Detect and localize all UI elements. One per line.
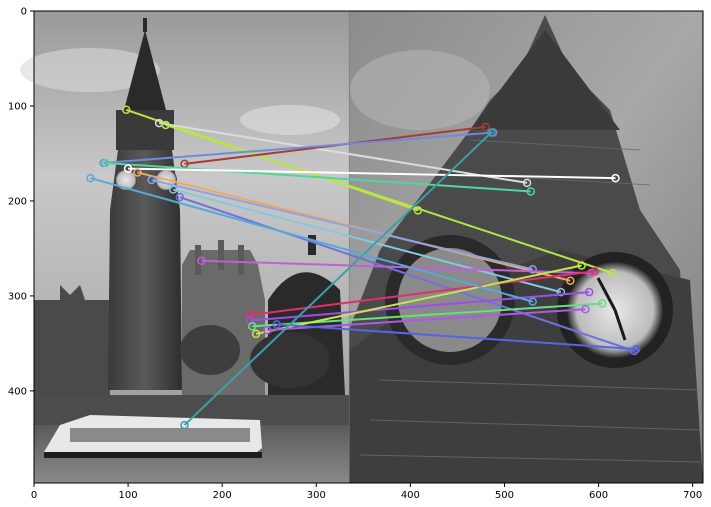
keypoint-right bbox=[526, 187, 536, 196]
keypoint-left bbox=[147, 175, 156, 185]
keypoint-right bbox=[630, 346, 639, 356]
match-2 bbox=[161, 120, 617, 278]
left-image bbox=[20, 11, 349, 483]
axes-frame bbox=[33, 10, 704, 484]
match-line bbox=[90, 177, 533, 303]
keypoint-left bbox=[197, 256, 206, 266]
y-tick-label: 0 bbox=[21, 7, 27, 18]
x-tick-label: 300 bbox=[307, 490, 326, 501]
keypoint-right bbox=[528, 297, 537, 306]
match-line bbox=[250, 291, 590, 322]
match-13 bbox=[246, 287, 594, 325]
match-line bbox=[151, 179, 533, 271]
match-line bbox=[179, 196, 635, 352]
match-line bbox=[183, 131, 492, 426]
match-19 bbox=[86, 173, 537, 306]
keypoint-right bbox=[611, 173, 620, 183]
keypoint-left bbox=[161, 120, 170, 130]
keypoint-left bbox=[123, 164, 133, 173]
keypoint-right bbox=[528, 265, 537, 274]
match-line bbox=[105, 161, 531, 193]
match-5 bbox=[101, 158, 536, 196]
match-line bbox=[201, 259, 592, 275]
right-image bbox=[349, 11, 703, 483]
x-tick-label: 500 bbox=[495, 490, 514, 501]
match-6 bbox=[123, 164, 620, 183]
x-tick-label: 0 bbox=[31, 490, 37, 501]
match-line bbox=[128, 167, 616, 180]
keypoint-right bbox=[556, 287, 566, 297]
keypoint-left bbox=[272, 320, 282, 329]
match-line bbox=[158, 122, 528, 184]
match-10 bbox=[175, 192, 639, 356]
keypoint-left bbox=[246, 316, 255, 325]
keypoint-left bbox=[263, 325, 272, 335]
axis-ticks: 0 100 200 300 400 500 600 700 0 100 200 300 400 bbox=[8, 7, 702, 502]
keypoint-left bbox=[180, 420, 189, 430]
y-tick-label: 400 bbox=[8, 386, 27, 397]
x-tick-label: 200 bbox=[213, 490, 232, 501]
y-tick-label: 100 bbox=[8, 101, 27, 112]
x-tick-label: 400 bbox=[401, 490, 420, 501]
x-tick-label: 100 bbox=[119, 490, 138, 501]
keypoint-left bbox=[133, 168, 142, 177]
photograph bbox=[20, 11, 703, 483]
keypoint-left bbox=[251, 329, 261, 339]
keypoint-right bbox=[581, 304, 590, 314]
keypoint-left bbox=[248, 322, 257, 331]
keypoint-right bbox=[566, 276, 575, 285]
keypoint-right bbox=[522, 178, 532, 188]
match-15 bbox=[251, 261, 586, 339]
keypoint-left bbox=[101, 158, 110, 168]
feature-matches bbox=[86, 105, 641, 430]
keypoint-left bbox=[246, 310, 255, 320]
keypoint-left bbox=[175, 192, 185, 202]
keypoint-right bbox=[481, 122, 490, 132]
y-tick-label: 300 bbox=[8, 291, 27, 302]
keypoint-right bbox=[608, 268, 617, 278]
match-line bbox=[276, 323, 637, 351]
keypoint-left bbox=[121, 105, 131, 115]
match-18 bbox=[180, 128, 496, 430]
keypoint-left bbox=[169, 185, 178, 194]
keypoint-right bbox=[590, 266, 600, 276]
match-9 bbox=[169, 185, 566, 297]
match-8 bbox=[147, 175, 537, 274]
match-line bbox=[103, 131, 494, 164]
keypoint-right bbox=[598, 299, 607, 308]
keypoint-right bbox=[631, 344, 641, 354]
match-17 bbox=[272, 320, 641, 354]
x-tick-label: 600 bbox=[589, 490, 608, 501]
keypoint-right bbox=[487, 128, 496, 137]
x-tick-label: 700 bbox=[683, 490, 702, 501]
match-line bbox=[173, 188, 562, 294]
keypoint-right bbox=[577, 261, 586, 270]
match-line bbox=[255, 264, 582, 335]
keypoint-right bbox=[584, 287, 594, 297]
y-tick-label: 200 bbox=[8, 196, 27, 207]
match-line bbox=[165, 124, 613, 275]
keypoint-left bbox=[86, 173, 95, 183]
